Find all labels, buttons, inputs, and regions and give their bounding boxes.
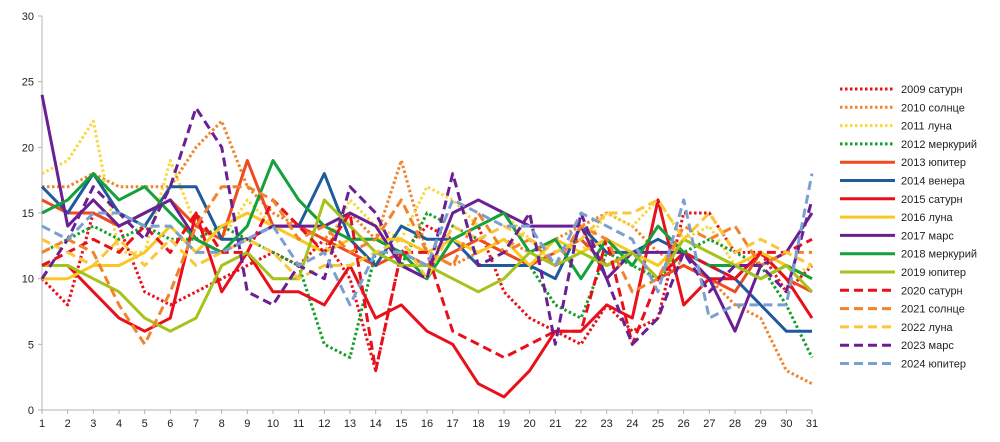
legend-label-16: 2024 юпитер xyxy=(901,359,966,371)
x-tick-label: 11 xyxy=(293,418,304,430)
legend-label-14: 2022 луна xyxy=(901,322,954,334)
x-tick-label: 6 xyxy=(167,418,173,430)
x-tick-label: 30 xyxy=(780,418,792,430)
x-tick-label: 5 xyxy=(142,418,148,430)
x-tick-label: 10 xyxy=(267,418,279,430)
x-tick-label: 29 xyxy=(755,418,767,430)
series-line-16 xyxy=(41,173,814,320)
x-tick-label: 17 xyxy=(447,418,459,430)
chart-series-lines xyxy=(40,94,814,399)
legend-label-5: 2013 юпитер xyxy=(901,157,966,169)
y-tick-label: 0 xyxy=(28,405,34,417)
legend-label-3: 2011 луна xyxy=(901,121,953,133)
x-tick-label: 7 xyxy=(193,418,199,430)
x-tick-label: 19 xyxy=(498,418,510,430)
y-tick-label: 10 xyxy=(22,274,34,286)
series-line-12 xyxy=(41,198,813,373)
series-line-10 xyxy=(41,159,813,281)
x-tick-label: 27 xyxy=(703,418,715,430)
series-line-7 xyxy=(42,198,814,399)
x-tick-label: 3 xyxy=(90,418,96,430)
x-tick-label: 2 xyxy=(65,418,71,430)
legend-label-12: 2020 сатурн xyxy=(901,285,963,297)
series-line-4 xyxy=(41,211,814,359)
y-tick-label: 15 xyxy=(22,208,34,220)
x-tick-label: 24 xyxy=(626,418,638,430)
x-tick-label: 23 xyxy=(601,418,613,430)
x-tick-label: 15 xyxy=(395,418,407,430)
legend-label-8: 2016 луна xyxy=(901,212,954,224)
x-tick-label: 8 xyxy=(219,418,225,430)
series-line-14 xyxy=(41,198,813,281)
y-tick-label: 20 xyxy=(22,142,34,154)
legend-label-1: 2009 сатурн xyxy=(901,84,963,96)
x-tick-label: 21 xyxy=(549,418,561,430)
x-tick-label: 25 xyxy=(652,418,664,430)
legend-label-2: 2010 солнце xyxy=(901,102,965,114)
legend-label-10: 2018 меркурий xyxy=(901,249,977,261)
x-tick-label: 31 xyxy=(806,418,818,430)
x-tick-label: 14 xyxy=(370,418,382,430)
y-tick-label: 30 xyxy=(22,11,34,23)
legend-label-9: 2017 марс xyxy=(901,230,954,242)
legend-label-13: 2021 солнце xyxy=(901,304,965,316)
legend-label-15: 2023 марс xyxy=(901,340,954,352)
legend-label-4: 2012 меркурий xyxy=(901,139,977,151)
y-tick-label: 5 xyxy=(28,339,34,351)
y-tick-label: 25 xyxy=(22,77,34,89)
x-tick-label: 12 xyxy=(318,418,330,430)
series-line-1 xyxy=(40,211,814,373)
x-tick-label: 20 xyxy=(524,418,536,430)
x-tick-label: 13 xyxy=(344,418,356,430)
x-tick-label: 1 xyxy=(39,418,45,430)
x-tick-label: 9 xyxy=(244,418,250,430)
x-tick-label: 28 xyxy=(729,418,741,430)
legend-label-7: 2015 сатурн xyxy=(901,194,963,206)
x-tick-label: 4 xyxy=(116,418,122,430)
x-tick-label: 18 xyxy=(472,418,484,430)
x-tick-label: 22 xyxy=(575,418,587,430)
x-tick-label: 16 xyxy=(421,418,433,430)
legend-label-6: 2014 венера xyxy=(901,176,966,188)
x-tick-label: 26 xyxy=(678,418,690,430)
legend-label-11: 2019 юпитер xyxy=(901,267,966,279)
chart-legend: 2009 сатурн 2010 солнце 2011 луна 2012 мерк… xyxy=(840,84,977,371)
